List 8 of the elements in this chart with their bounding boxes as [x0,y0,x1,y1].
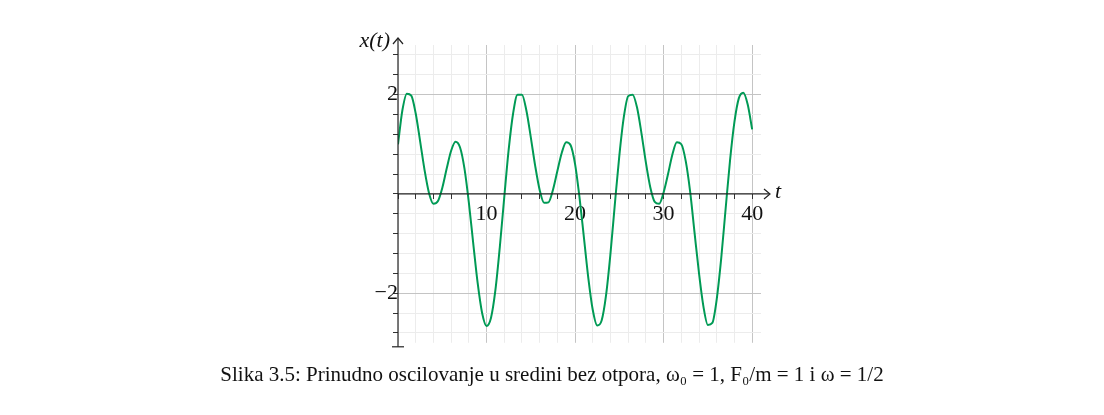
x-tick-label: 30 [652,199,675,225]
y-tick-label: 2 [387,80,398,106]
x-tick-label: 10 [475,199,498,225]
x-axis-title: t [775,177,782,203]
y-tick-label: −2 [374,278,398,304]
x-tick-label: 40 [741,199,764,225]
text: Slika 3.5: Prinudno oscilovanje u sredini bez otpora, ω₀ = 1, F₀/m = 1 i ω = 1/2 [219,362,885,387]
y-axis-title: x(t) [358,26,390,52]
